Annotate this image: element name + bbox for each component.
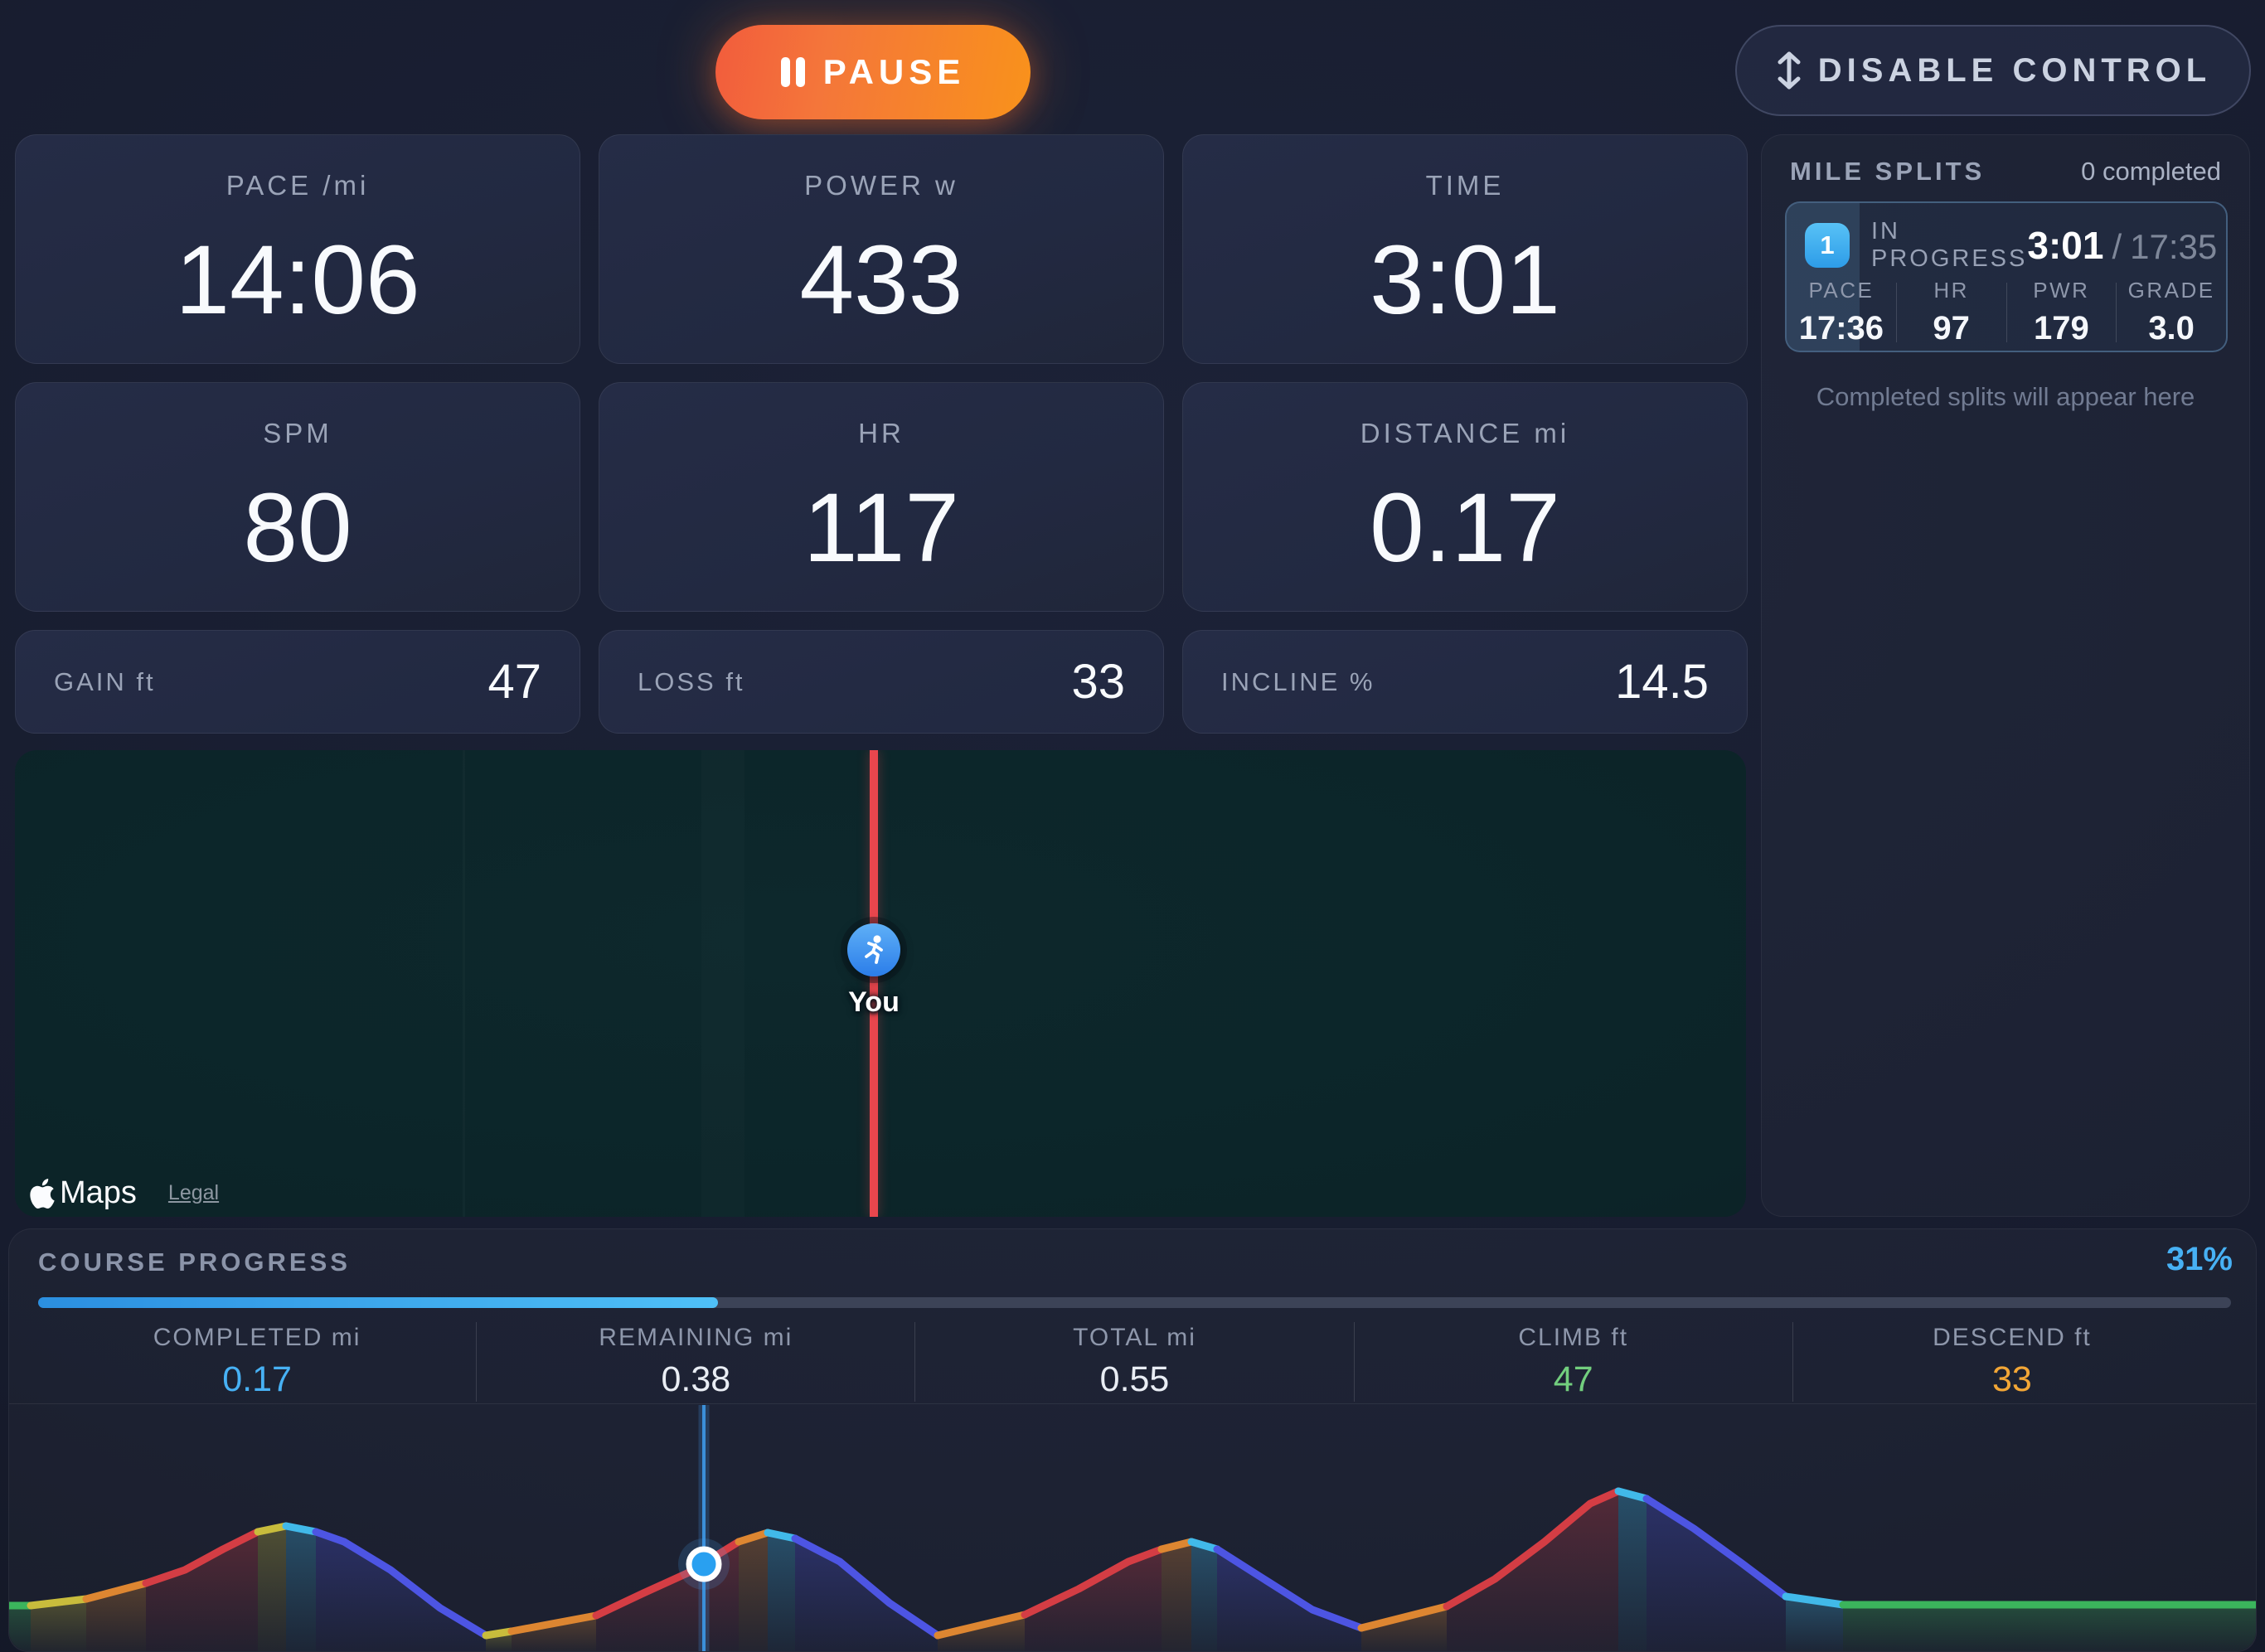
stat-value: 0.55 (1099, 1359, 1170, 1399)
pause-icon (780, 57, 805, 87)
split-stat-pace: PACE 17:36 (1787, 278, 1896, 346)
metric-value: 33 (1071, 655, 1125, 709)
metric-card-hr: HR 117 (599, 382, 1164, 612)
stat-label: REMAINING mi (599, 1324, 793, 1351)
metric-label: POWER w (804, 170, 958, 201)
split-status-row: IN PROGRESS 3:01 / 17:35 (1871, 218, 2217, 272)
stat-label: PACE (1808, 278, 1875, 303)
map-attribution: Maps Legal (30, 1175, 219, 1211)
metric-label: SPM (263, 418, 332, 448)
elevation-profile-chart (9, 1403, 2256, 1651)
map-road (701, 750, 744, 1217)
metric-grid: PACE /mi 14:06 POWER w 433 TIME 3:01 SPM… (15, 134, 1748, 734)
legal-link[interactable]: Legal (167, 1181, 220, 1204)
metric-label: LOSS ft (638, 666, 745, 696)
incline-arrows-icon (1775, 51, 1803, 90)
route-line (870, 750, 878, 1217)
maps-brand-label: Maps (60, 1175, 137, 1210)
stat-label: TOTAL mi (1073, 1324, 1196, 1351)
apple-icon (30, 1178, 55, 1209)
course-map[interactable] (15, 750, 1746, 1217)
metric-value: 433 (799, 225, 963, 335)
metric-label: TIME (1425, 170, 1505, 201)
elevation-chart-svg (9, 1405, 2256, 1651)
split-total: 17:35 (2130, 227, 2218, 266)
you-label: You (848, 986, 900, 1018)
stat-value: 0.17 (222, 1359, 292, 1399)
stat-value: 97 (1933, 310, 1970, 346)
stat-label: GRADE (2127, 278, 2215, 303)
metric-card-gain: GAIN ft 47 (15, 630, 580, 734)
stat-value: 47 (1553, 1359, 1593, 1399)
metric-card-pace: PACE /mi 14:06 (15, 134, 580, 364)
metric-value: 47 (487, 655, 541, 709)
metric-label: INCLINE % (1221, 666, 1375, 696)
metric-value: 117 (803, 472, 960, 583)
mile-splits-panel: MILE SPLITS 0 completed 1 IN PROGRESS 3:… (1761, 134, 2250, 1217)
split-stats-row: PACE 17:36 HR 97 PWR 179 GRADE 3.0 (1787, 278, 2226, 346)
mile-splits-header: MILE SPLITS 0 completed (1790, 157, 2221, 187)
metric-card-loss: LOSS ft 33 (599, 630, 1164, 734)
pause-button-label: PAUSE (822, 52, 966, 91)
splits-empty-note: Completed splits will appear here (1816, 382, 2195, 411)
stat-value: 3.0 (2148, 310, 2195, 346)
splits-completed-count: 0 completed (2081, 157, 2221, 186)
metric-value: 80 (243, 472, 352, 583)
stat-label: HR (1933, 278, 1969, 303)
course-progress-fill (38, 1297, 718, 1308)
course-progress-title: COURSE PROGRESS (38, 1247, 351, 1277)
split-stat-pwr: PWR 179 (2006, 278, 2117, 346)
metric-value: 14.5 (1615, 655, 1709, 709)
stat-climb: CLIMB ft 47 (1353, 1322, 1792, 1402)
stat-value: 33 (1991, 1359, 2032, 1399)
stat-total: TOTAL mi 0.55 (914, 1322, 1353, 1402)
metric-label: HR (858, 418, 905, 448)
metric-card-power: POWER w 433 (599, 134, 1164, 364)
split-index-badge: 1 (1805, 223, 1850, 268)
disable-control-label: DISABLE CONTROL (1817, 51, 2212, 89)
metric-label: GAIN ft (54, 666, 156, 696)
map-road (463, 750, 465, 1217)
runner-icon (857, 932, 890, 968)
metric-card-spm: SPM 80 (15, 382, 580, 612)
course-progress-percent: 31% (2166, 1241, 2233, 1277)
course-progress-panel: COURSE PROGRESS 31% COMPLETED mi 0.17 RE… (8, 1228, 2257, 1652)
stat-label: COMPLETED mi (153, 1324, 361, 1351)
metric-label: PACE /mi (226, 170, 370, 201)
split-stat-grade: GRADE 3.0 (2116, 278, 2226, 346)
split-status: IN PROGRESS (1871, 218, 2028, 272)
mile-splits-title: MILE SPLITS (1790, 157, 1986, 186)
metric-label: DISTANCE mi (1360, 418, 1570, 448)
split-elapsed: 3:01 (2027, 224, 2104, 267)
metric-card-distance: DISTANCE mi 0.17 (1182, 382, 1748, 612)
stat-remaining: REMAINING mi 0.38 (476, 1322, 914, 1402)
metric-card-incline: INCLINE % 14.5 (1182, 630, 1748, 734)
stat-descend: DESCEND ft 33 (1792, 1322, 2231, 1402)
stat-label: CLIMB ft (1518, 1324, 1629, 1351)
pause-button[interactable]: PAUSE (715, 25, 1031, 119)
stat-value: 179 (2034, 310, 2089, 346)
disable-control-button[interactable]: DISABLE CONTROL (1735, 25, 2251, 116)
metric-card-time: TIME 3:01 (1182, 134, 1748, 364)
metric-value: 0.17 (1370, 472, 1560, 583)
stat-label: PWR (2033, 278, 2090, 303)
split-stat-hr: HR 97 (1895, 278, 2006, 346)
metric-value: 14:06 (175, 225, 420, 335)
you-location-marker (847, 923, 900, 976)
stat-label: DESCEND ft (1933, 1324, 2092, 1351)
stat-value: 17:36 (1798, 310, 1884, 346)
course-progress-stats: COMPLETED mi 0.17 REMAINING mi 0.38 TOTA… (38, 1322, 2231, 1402)
split-separator: / (2112, 227, 2122, 266)
stat-completed: COMPLETED mi 0.17 (38, 1322, 476, 1402)
stat-value: 0.38 (661, 1359, 731, 1399)
split-time: 3:01 / 17:35 (2027, 223, 2217, 268)
apple-maps-logo: Maps (30, 1175, 137, 1211)
metric-value: 3:01 (1370, 225, 1560, 335)
current-split-card[interactable]: 1 IN PROGRESS 3:01 / 17:35 PACE 17:36 HR… (1785, 201, 2228, 352)
course-progress-bar (38, 1297, 2231, 1308)
